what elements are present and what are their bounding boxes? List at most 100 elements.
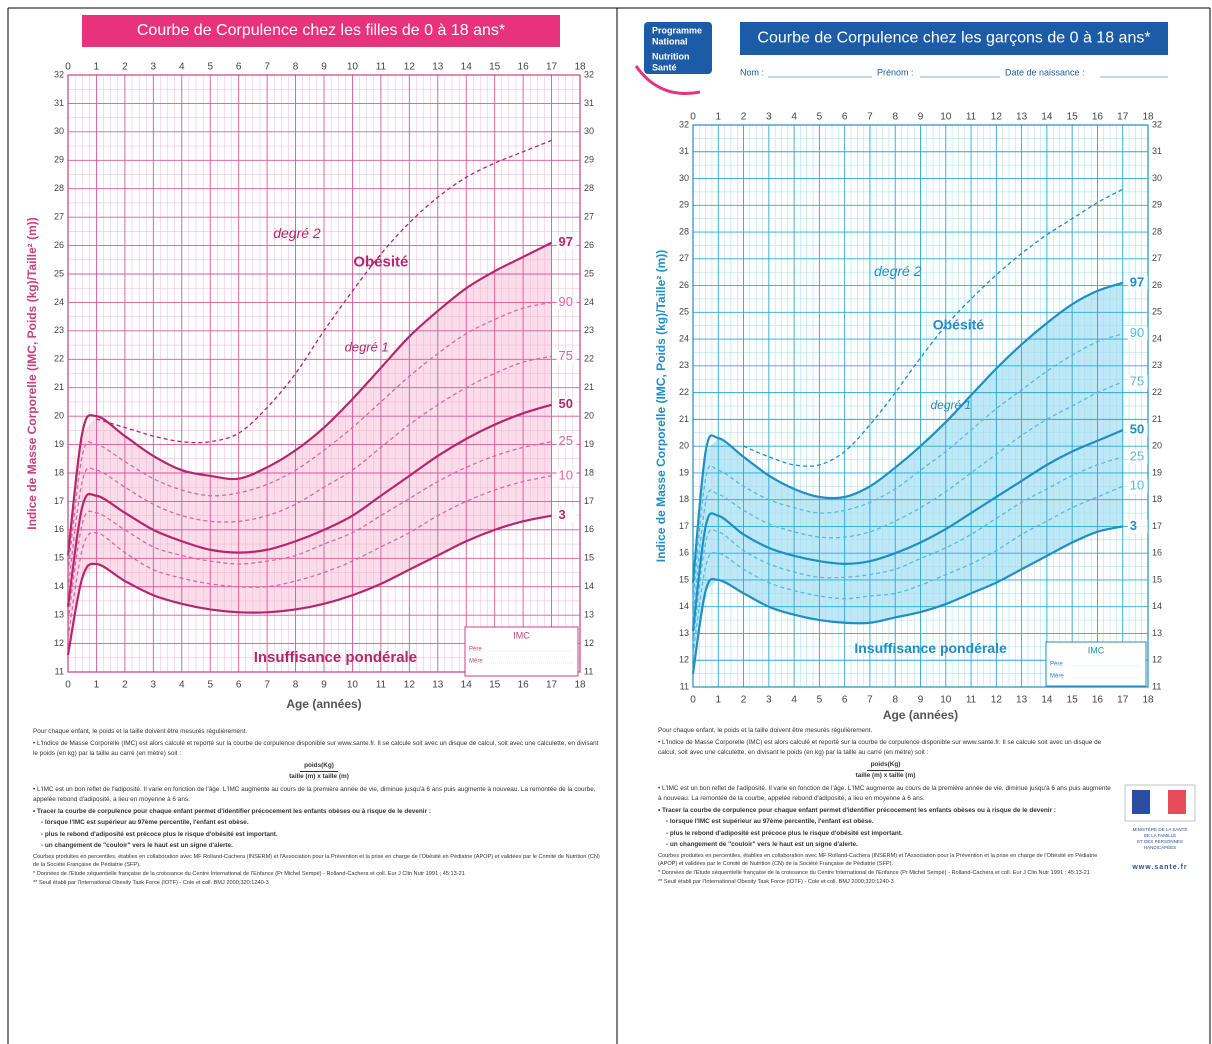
- formula-numerator: poids(Kg): [866, 760, 905, 771]
- imc-box-row: Mère: [1050, 674, 1064, 680]
- series-label: 75: [1130, 373, 1144, 388]
- y-tick-label: 20: [54, 411, 64, 421]
- y-tick-label: 17: [1152, 521, 1162, 531]
- series-label-bg: [556, 349, 577, 364]
- formula-numerator: poids(Kg): [300, 761, 338, 772]
- x-tick-label: 11: [376, 680, 387, 691]
- y-tick-label: 13: [54, 610, 64, 620]
- y-tick-label: 28: [584, 183, 594, 193]
- x-tick-label: 4: [179, 680, 185, 691]
- imc-box-row: Mère: [469, 659, 483, 665]
- annotation: degré 1: [345, 339, 389, 354]
- y-tick-label: 31: [54, 98, 64, 108]
- note: • Tracer la courbe de corpulence pour ch…: [33, 807, 431, 815]
- x-tick-label: 8: [293, 62, 299, 73]
- series-label: 50: [559, 396, 573, 411]
- percentile-line: [691, 429, 1124, 631]
- y-tick-label: 15: [1152, 574, 1162, 584]
- y-tick-label: 23: [584, 325, 594, 335]
- percentile-line: [96, 139, 552, 444]
- percentile-line: [691, 281, 1124, 583]
- series-label-bg: [556, 397, 577, 412]
- x-tick-label: 10: [940, 695, 952, 706]
- y-tick-label: 30: [584, 126, 594, 136]
- percentile-line: [692, 381, 1123, 618]
- chart-title: Courbe de Corpulence chez les filles de …: [137, 22, 505, 39]
- annotation: Insuffisance pondérale: [254, 649, 417, 666]
- y-tick-label: 24: [679, 333, 689, 343]
- x-tick-label: 14: [1041, 695, 1053, 706]
- x-tick-label: 18: [574, 62, 586, 73]
- notes: Pour chaque enfant, le poids et la taill…: [658, 726, 1113, 887]
- series-label-bg: [556, 468, 577, 483]
- x-tick-label: 13: [1016, 695, 1028, 706]
- formula: poids(Kg) taille (m) x taille (m): [33, 761, 605, 783]
- x-tick-label: 8: [892, 112, 898, 123]
- y-tick-label: 12: [679, 655, 689, 665]
- url: www.sante.fr: [1131, 864, 1187, 871]
- x-tick-label: 14: [461, 62, 473, 73]
- percentile-line: [691, 525, 1123, 674]
- note: • Tracer la courbe de corpulence pour ch…: [658, 806, 1056, 814]
- x-tick-label: 14: [461, 680, 473, 691]
- y-tick-label: 23: [679, 360, 689, 370]
- note: - un changement de "couloir" vers le hau…: [41, 842, 233, 849]
- x-tick-label: 14: [1041, 112, 1053, 123]
- series-label: 97: [1130, 274, 1144, 289]
- series-label: 10: [1130, 478, 1144, 493]
- x-tick-label: 4: [179, 62, 185, 73]
- series-label: 25: [559, 433, 573, 448]
- y-tick-label: 13: [584, 610, 594, 620]
- y-tick-label: 28: [1152, 226, 1162, 236]
- x-tick-label: 11: [966, 695, 977, 706]
- note: Pour chaque enfant, le poids et la taill…: [658, 727, 873, 734]
- x-tick-label: 6: [236, 62, 242, 73]
- note: - plus le rebond d'adiposité est précoce…: [666, 829, 903, 837]
- note: • L'IMC est un bon reflet de l'adiposité…: [33, 785, 596, 804]
- flag-blue: [1132, 790, 1150, 814]
- y-tick-label: 11: [1152, 681, 1161, 691]
- y-tick-label: 24: [54, 297, 64, 307]
- percentile-line: [743, 188, 1124, 467]
- note: * Données de l'Etude séquentielle frança…: [658, 869, 1090, 876]
- series-label-bg: [556, 434, 577, 449]
- x-tick-label: 15: [1067, 695, 1079, 706]
- x-tick-label: 16: [518, 62, 530, 73]
- y-axis-label: Indice de Masse Corporelle (IMC, Poids (…: [654, 250, 668, 563]
- percentile-line: [66, 514, 552, 656]
- notes: Pour chaque enfant, le poids et la taill…: [33, 727, 605, 888]
- y-tick-label: 16: [1152, 548, 1162, 558]
- series-label-bg: [1127, 374, 1148, 389]
- x-tick-label: 1: [715, 695, 721, 706]
- x-tick-label: 12: [991, 112, 1003, 123]
- y-tick-label: 14: [679, 601, 689, 611]
- y-tick-label: 14: [54, 581, 64, 591]
- note: ** Seuil établi par l'International Obes…: [33, 879, 269, 886]
- logo-text: Nutrition: [652, 51, 690, 61]
- y-tick-label: 12: [584, 638, 594, 648]
- imc-box-row: Père: [1050, 662, 1063, 668]
- logo-text: National: [652, 36, 688, 46]
- note: ** Seuil établi par l'International Obes…: [658, 878, 894, 885]
- x-tick-label: 17: [546, 62, 558, 73]
- series-label: 10: [559, 467, 573, 482]
- y-tick-label: 26: [1152, 280, 1162, 290]
- x-tick-label: 2: [122, 62, 128, 73]
- x-tick-label: 16: [1092, 695, 1104, 706]
- x-tick-label: 3: [151, 62, 157, 73]
- chart-title: Courbe de Corpulence chez les garçons de…: [757, 30, 1150, 47]
- ministry-text: ET DES PERSONNES: [1137, 839, 1183, 844]
- plot-frame: [692, 124, 1149, 688]
- y-tick-label: 18: [679, 494, 689, 504]
- series-label-bg: [1127, 326, 1148, 341]
- x-tick-label: 10: [347, 62, 359, 73]
- ministry-text: HANDICAPÉES: [1144, 844, 1176, 850]
- x-tick-label: 4: [791, 695, 797, 706]
- x-tick-label: 2: [122, 680, 128, 691]
- series-label: 25: [1130, 448, 1144, 463]
- x-tick-label: 5: [817, 695, 823, 706]
- note: - lorsque l'IMC est supérieur au 97ème p…: [666, 818, 874, 825]
- y-tick-label: 25: [1152, 307, 1162, 317]
- y-tick-label: 12: [54, 638, 64, 648]
